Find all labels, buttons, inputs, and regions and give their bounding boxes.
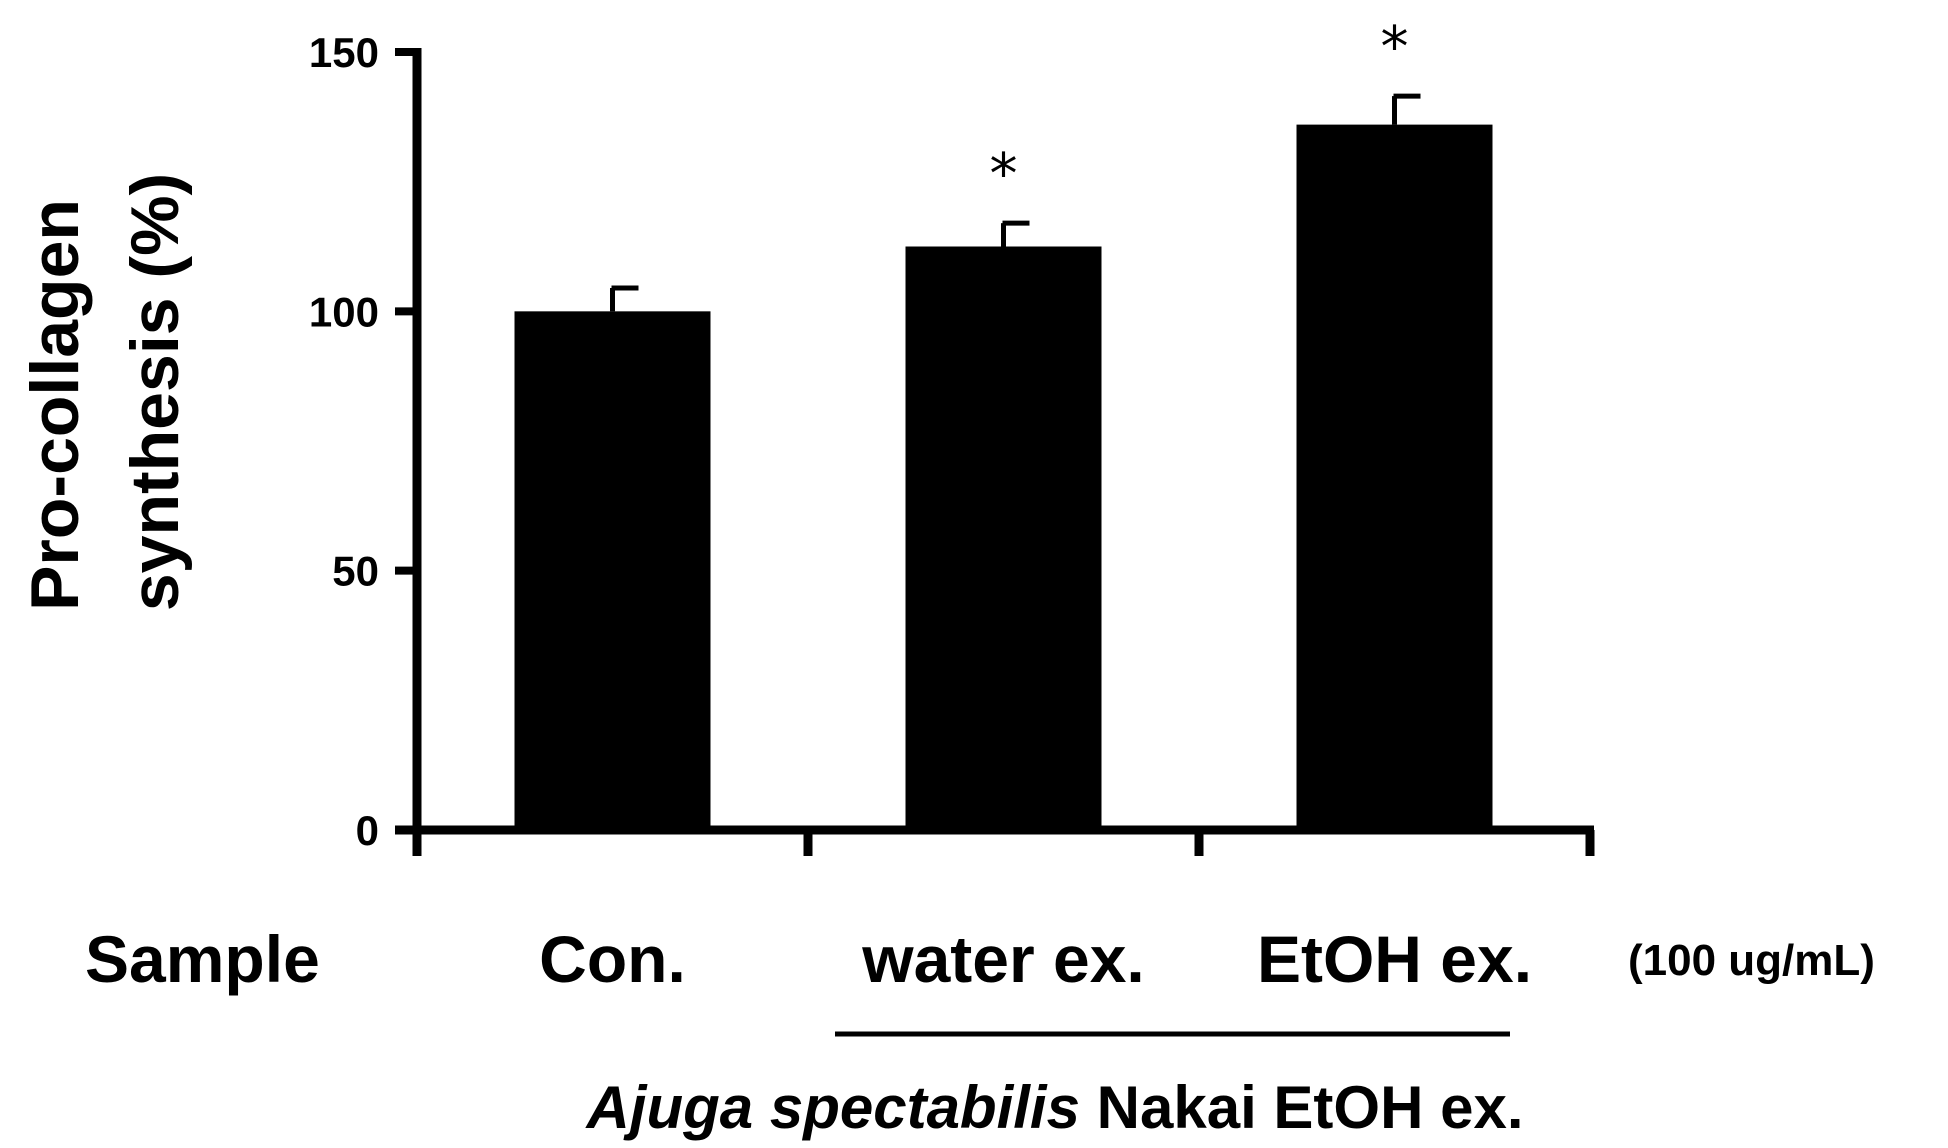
category-label-2: EtOH ex. — [1257, 922, 1532, 996]
category-label-1: water ex. — [861, 922, 1145, 996]
group-label: Ajuga spectabilis Nakai EtOH ex. — [584, 1074, 1523, 1141]
sample-row-label: Sample — [85, 922, 320, 996]
y-tick-label-2: 100 — [309, 288, 379, 335]
bar-0 — [514, 311, 711, 830]
significance-marker-1: * — [990, 142, 1018, 207]
y-tick-label-3: 150 — [309, 29, 379, 76]
category-label-0: Con. — [539, 922, 686, 996]
y-axis-ticks: 0 50 100 150 — [309, 29, 417, 854]
group-label-species: Ajuga spectabilis — [584, 1074, 1079, 1141]
y-tick-label-1: 50 — [332, 548, 379, 595]
y-axis-title-line1: Pro-collagen — [17, 199, 93, 611]
group-label-extract: Nakai EtOH ex. — [1080, 1074, 1524, 1141]
significance-marker-2: * — [1381, 15, 1409, 80]
concentration-note: (100 ug/mL) — [1628, 936, 1875, 985]
bars: Con. * water ex. * EtOH ex. — [514, 15, 1532, 996]
y-tick-label-0: 0 — [356, 807, 379, 854]
bar-1 — [905, 246, 1102, 830]
axes — [395, 48, 1595, 856]
y-axis-title-line2: synthesis (%) — [117, 173, 193, 611]
bar-2 — [1296, 124, 1493, 830]
